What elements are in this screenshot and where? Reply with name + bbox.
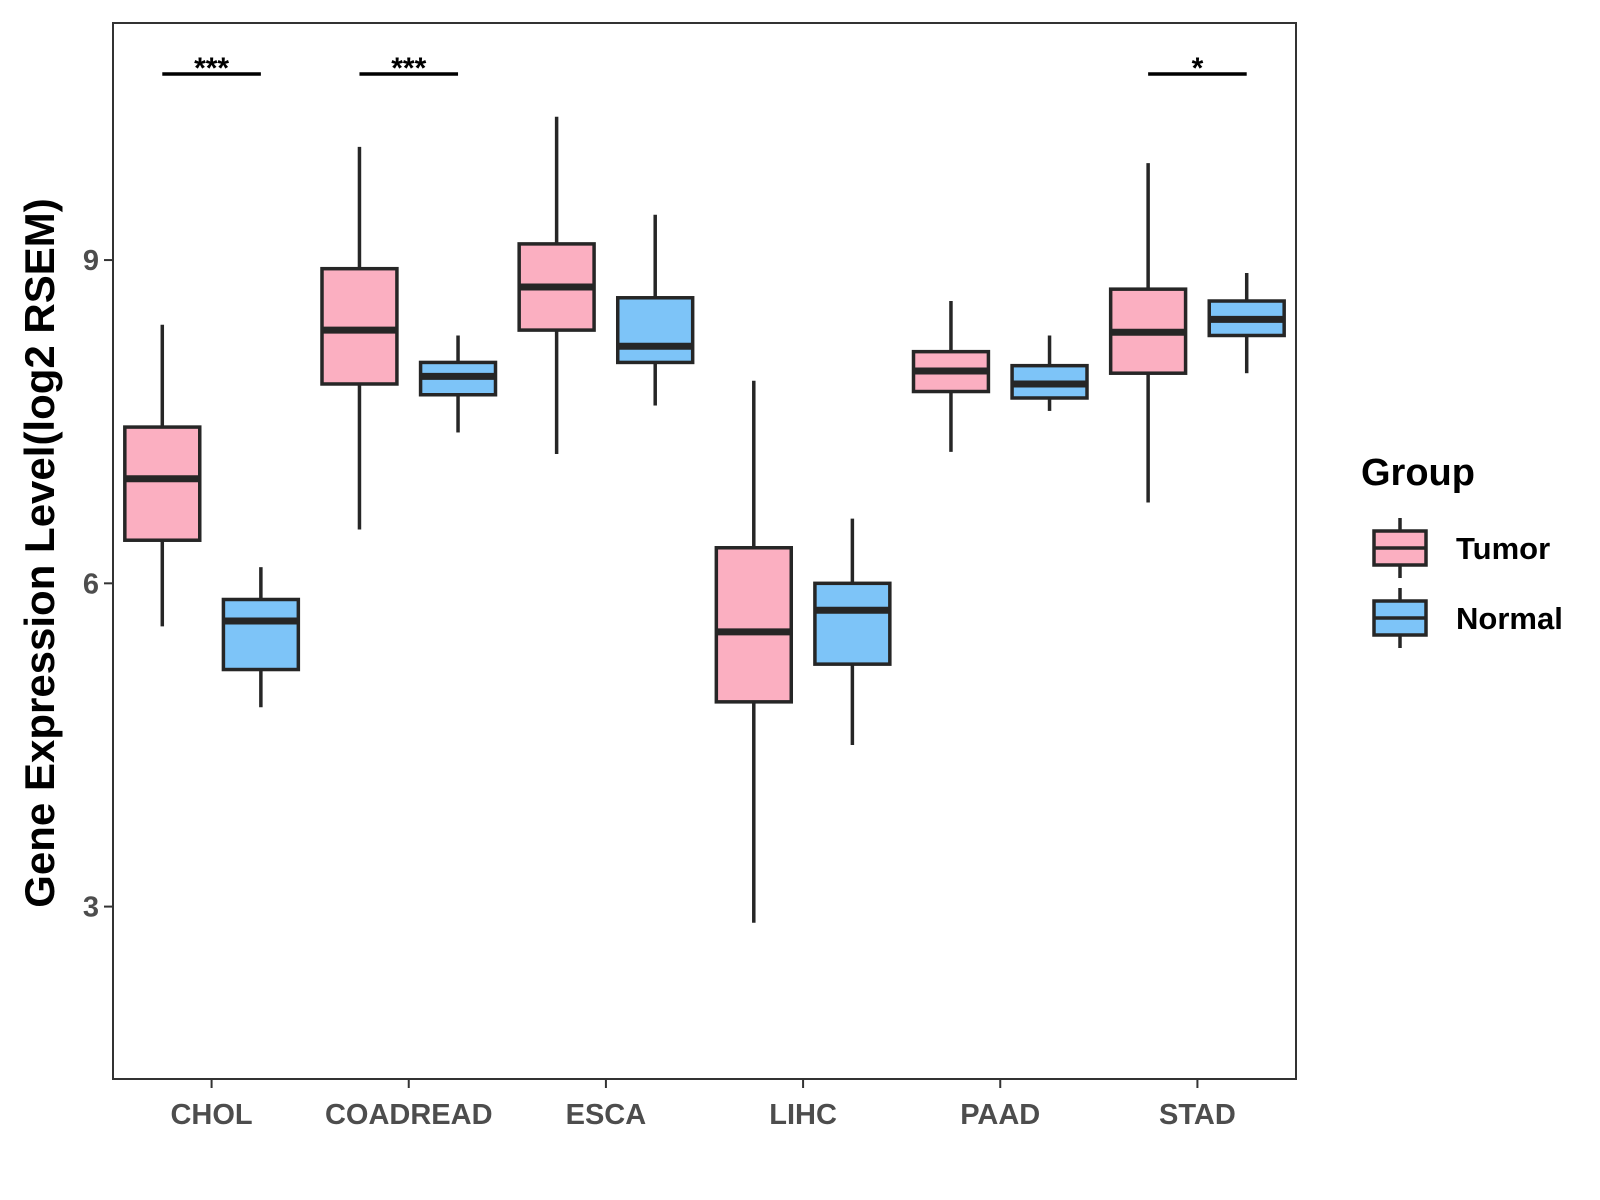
box-body (714, 546, 794, 704)
x-tick-label: LIHC (769, 1099, 837, 1131)
box-tumor-coadread (320, 146, 399, 530)
box-tumor-stad (1108, 163, 1188, 503)
axis-ticks: 3 6 9 CHOL COADREAD ESCA LIHC PAAD STAD (83, 245, 1236, 1131)
box-body (615, 296, 695, 365)
box-normal-stad (1207, 272, 1286, 374)
box-tumor-esca (517, 116, 596, 455)
significance-annotations: *** *** * (162, 52, 1247, 85)
box-normal-chol (221, 567, 301, 708)
box-body (221, 597, 301, 672)
y-tick-label: 3 (83, 892, 99, 924)
x-tick-label: STAD (1159, 1099, 1236, 1131)
box-tumor-paad (911, 301, 991, 452)
box-body (320, 266, 399, 386)
significance-label: *** (391, 52, 426, 85)
significance-label: * (1192, 52, 1204, 85)
legend-entry-normal: Normal (1372, 588, 1563, 648)
box-body (813, 581, 892, 666)
legend: Group Tumor Normal (1361, 452, 1563, 648)
legend-title: Group (1361, 452, 1475, 494)
x-tick-label: COADREAD (325, 1099, 493, 1131)
box-series (123, 116, 1286, 923)
x-tick-label: ESCA (566, 1099, 647, 1131)
box-tumor-chol (123, 324, 202, 627)
legend-label: Normal (1456, 601, 1563, 636)
box-normal-paad (1010, 335, 1089, 411)
legend-entry-tumor: Tumor (1372, 518, 1550, 578)
x-tick-label: CHOL (170, 1099, 252, 1131)
legend-label: Tumor (1456, 531, 1550, 566)
box-normal-coadread (418, 335, 498, 433)
plot-panel-border (112, 22, 1297, 1080)
significance-label: *** (194, 52, 229, 85)
y-axis-label: Gene Expression Level(log2 RSEM) (16, 198, 63, 908)
box-normal-esca (615, 214, 695, 406)
box-body (123, 425, 202, 542)
x-tick-label: PAAD (960, 1099, 1040, 1131)
box-tumor-lihc (714, 380, 794, 923)
y-tick-label: 9 (83, 245, 99, 277)
box-normal-lihc (813, 518, 892, 745)
y-tick-label: 6 (83, 568, 99, 600)
